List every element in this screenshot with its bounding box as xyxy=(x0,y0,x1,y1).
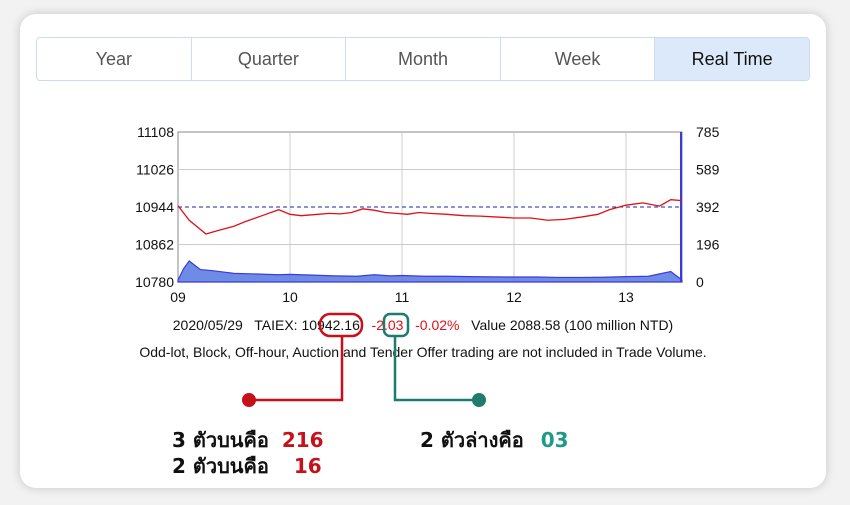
y-right-tick-label: 196 xyxy=(696,237,720,253)
info-change: -2.03 xyxy=(371,317,404,333)
y-right-tick-label: 0 xyxy=(696,274,704,290)
y-left-tick-label: 11108 xyxy=(137,124,174,140)
annotation-three-top-label: 3 ตัวบนคือ xyxy=(172,428,269,452)
trade-volume-note: Odd-lot, Block, Off-hour, Auction and Te… xyxy=(139,344,707,360)
info-line: 2020/05/29 TAIEX: 10942.16 -2.03 -0.02% … xyxy=(20,317,826,333)
annotation-two-bottom-value: 03 xyxy=(540,428,569,452)
y-left-tick-label: 11026 xyxy=(136,162,174,178)
info-date: 2020/05/29 xyxy=(172,317,243,333)
chart-plot xyxy=(177,132,683,283)
x-tick-label: 13 xyxy=(618,289,634,305)
x-tick-label: 10 xyxy=(282,289,298,305)
y-right-tick-label: 392 xyxy=(696,199,720,215)
x-tick-label: 11 xyxy=(395,289,410,305)
taiex-chart: 11108 11026 10944 10862 10780 785 589 392 196 0 09… xyxy=(135,124,720,305)
chart-card: Year Quarter Month Week Real Time 11108 1… xyxy=(20,14,826,488)
x-tick-label: 12 xyxy=(506,289,522,305)
tab-month[interactable]: Month xyxy=(346,38,501,80)
annotation-two-top-value: 16 xyxy=(293,454,322,478)
annotation-two-bottom-label: 2 ตัวล่างคือ xyxy=(420,428,524,452)
price-line xyxy=(177,199,683,235)
chart-grid xyxy=(177,131,683,283)
chart-axis-labels: 11108 11026 10944 10862 10780 785 589 392 196 0 09… xyxy=(135,124,720,305)
tab-year[interactable]: Year xyxy=(37,38,192,80)
annotation-three-top: 3 ตัวบนคือ 216 xyxy=(172,424,324,456)
annotation-two-top: 2 ตัวบนคือ 16 xyxy=(172,450,322,482)
info-index: TAIEX: 10942.16 xyxy=(254,317,360,333)
y-right-tick-label: 589 xyxy=(696,162,720,178)
y-right-tick-label: 785 xyxy=(696,124,720,140)
annotation-three-top-value: 216 xyxy=(281,428,324,452)
x-tick-label: 09 xyxy=(170,289,186,305)
tab-quarter[interactable]: Quarter xyxy=(192,38,347,80)
period-tabs: Year Quarter Month Week Real Time xyxy=(36,37,810,81)
info-change-pct: -0.02% xyxy=(415,317,460,333)
annotation-two-bottom: 2 ตัวล่างคือ 03 xyxy=(420,424,569,456)
tab-week[interactable]: Week xyxy=(501,38,656,80)
info-value: Value 2088.58 (100 million NTD) xyxy=(471,317,674,333)
y-left-tick-label: 10944 xyxy=(135,199,174,215)
tab-real-time[interactable]: Real Time xyxy=(655,38,809,80)
volume-area xyxy=(177,260,683,283)
y-left-tick-label: 10780 xyxy=(135,274,174,290)
y-left-tick-label: 10862 xyxy=(135,237,174,253)
annotation-two-top-label: 2 ตัวบนคือ xyxy=(172,454,269,478)
